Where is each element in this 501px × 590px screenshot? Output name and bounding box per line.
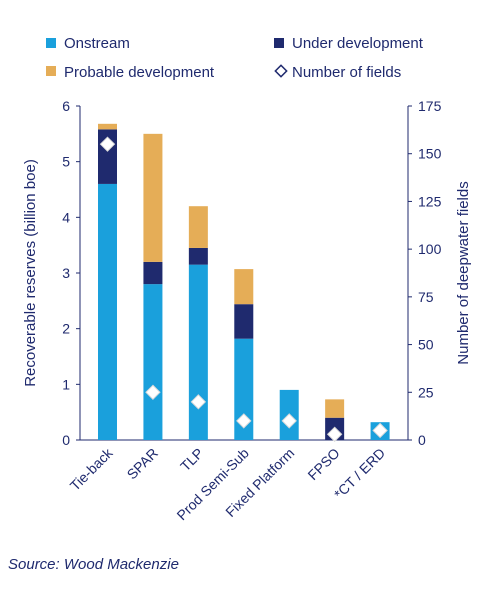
legend-diamond-number-of-fields [274,64,288,78]
legend-label-number-of-fields: Number of fields [292,64,401,81]
field-count-markers [99,136,388,442]
field-count-diamond [99,136,116,152]
legend-label-probable-development: Probable development [64,64,215,81]
category-label: TLP [177,445,206,474]
y-tick-label: 2 [62,321,70,337]
y-tick-label: 1 [62,376,70,392]
bar-segment-onstream [188,264,208,440]
category-label: Tie-back [67,444,117,494]
field-count-diamond [190,394,207,410]
field-count-diamond [326,426,343,442]
y2-tick-label: 100 [418,241,442,257]
legend-swatch-probable-development [46,66,56,76]
bar-segment-under-development [143,261,163,285]
bar-segment-probable-development [188,206,208,248]
y2-tick-label: 125 [418,193,442,209]
bar-segment-onstream [98,183,117,440]
bar-segment-under-development [234,304,254,339]
right-axis-ticks: 0 25 50 75 100 125 150 175 [408,98,442,448]
field-count-diamond [372,422,388,439]
y2-tick-label: 150 [418,146,442,162]
y2-tick-label: 175 [418,98,442,114]
bar-segment-probable-development [234,269,254,305]
y2-tick-label: 75 [418,289,434,305]
left-axis-ticks: 0 1 2 3 4 5 6 [62,98,80,448]
legend-label-under-development: Under development [292,35,424,52]
y-tick-label: 5 [62,154,70,170]
category-label: SPAR [124,445,162,483]
source-note: Source: Wood Mackenzie [8,556,179,573]
y-tick-label: 3 [62,265,70,281]
y2-tick-label: 25 [418,384,434,400]
legend: Onstream Under development Probable deve… [46,35,424,81]
bar-segment-probable-development [325,399,345,418]
bars [98,123,390,440]
bar-segment-onstream [234,338,254,440]
bar-segment-probable-development [98,123,117,130]
bar-segment-probable-development [143,133,163,262]
y2-tick-label: 0 [418,432,426,448]
legend-swatch-onstream [46,38,56,48]
y-axis-title: Recoverable reserves (billion boe) [22,159,39,387]
bar-segment-under-development [188,247,208,265]
y2-tick-label: 50 [418,337,434,353]
field-count-diamond [281,413,297,429]
y-tick-label: 4 [62,209,70,225]
bar-segment-onstream [143,284,163,440]
category-label: FPSO [304,445,342,483]
y2-axis-title: Number of deepwater fields [455,181,472,364]
legend-swatch-under-development [274,38,284,48]
legend-label-onstream: Onstream [64,35,130,52]
y-tick-label: 0 [62,432,70,448]
field-count-diamond [236,413,252,429]
field-count-diamond [145,384,161,400]
y-tick-label: 6 [62,98,70,114]
